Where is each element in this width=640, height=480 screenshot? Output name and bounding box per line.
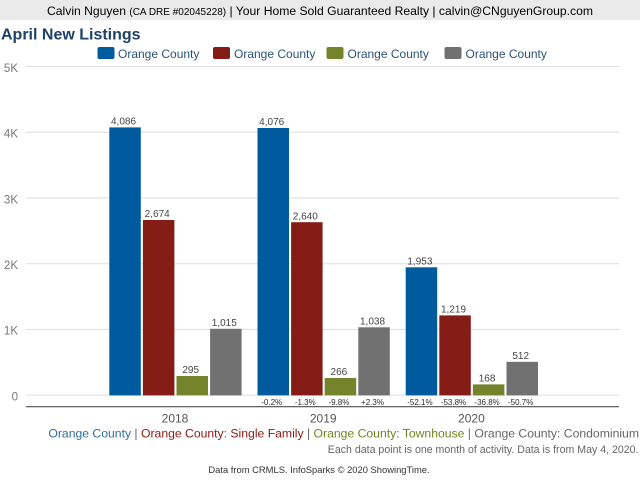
svg-text:-53.8%: -53.8% — [441, 398, 466, 407]
svg-text:3K: 3K — [4, 194, 18, 206]
svg-text:Each data point is one month o: Each data point is one month of activity… — [328, 444, 639, 456]
svg-text:Orange County: Orange County — [234, 47, 315, 61]
svg-text:Data from CRMLS. InfoSparks ©: Data from CRMLS. InfoSparks © 2020 Showi… — [208, 464, 429, 475]
svg-text:266: 266 — [331, 367, 348, 378]
svg-text:1K: 1K — [4, 326, 18, 338]
svg-text:Orange County | Orange County:: Orange County | Orange County: Single Fa… — [48, 427, 639, 441]
svg-text:Orange County: Orange County — [348, 47, 429, 61]
svg-text:1,015: 1,015 — [212, 318, 237, 329]
svg-text:2K: 2K — [4, 260, 18, 272]
svg-text:-9.8%: -9.8% — [328, 398, 349, 407]
svg-text:1,038: 1,038 — [360, 317, 385, 328]
svg-text:2020: 2020 — [458, 411, 485, 425]
svg-text:2,674: 2,674 — [145, 209, 170, 220]
svg-text:+2.3%: +2.3% — [361, 398, 384, 407]
svg-text:April New Listings: April New Listings — [1, 27, 141, 44]
svg-text:-50.7%: -50.7% — [508, 398, 533, 407]
svg-text:2,640: 2,640 — [293, 211, 318, 222]
svg-text:4,076: 4,076 — [259, 117, 284, 128]
svg-text:5K: 5K — [4, 63, 18, 75]
svg-text:168: 168 — [479, 374, 496, 385]
svg-text:-52.1%: -52.1% — [407, 398, 432, 407]
svg-text:-0.2%: -0.2% — [261, 398, 282, 407]
svg-text:2018: 2018 — [162, 411, 189, 425]
svg-text:-1.3%: -1.3% — [295, 398, 316, 407]
svg-text:Orange County: Orange County — [118, 47, 199, 61]
svg-text:Orange County: Orange County — [466, 47, 547, 61]
svg-text:0: 0 — [12, 391, 18, 403]
svg-text:1,219: 1,219 — [441, 305, 466, 316]
svg-text:2019: 2019 — [310, 411, 337, 425]
svg-text:512: 512 — [512, 351, 529, 362]
svg-text:Calvin Nguyen (CA DRE #0204522: Calvin Nguyen (CA DRE #02045228) | Your … — [47, 4, 593, 18]
svg-text:295: 295 — [182, 365, 199, 376]
svg-text:4K: 4K — [4, 129, 18, 141]
svg-text:1,953: 1,953 — [407, 257, 432, 268]
svg-text:-36.8%: -36.8% — [474, 398, 499, 407]
svg-text:4,086: 4,086 — [111, 117, 136, 128]
